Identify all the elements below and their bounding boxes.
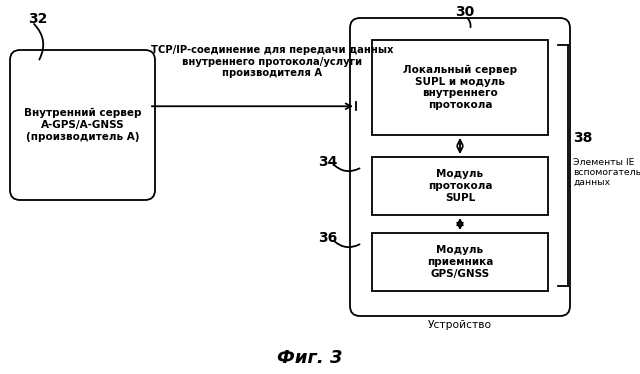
- FancyBboxPatch shape: [372, 40, 548, 135]
- Text: 30: 30: [455, 5, 474, 19]
- Text: Локальный сервер
SUPL и модуль
внутреннего
протокола: Локальный сервер SUPL и модуль внутренне…: [403, 65, 517, 110]
- Text: Модуль
протокола
SUPL: Модуль протокола SUPL: [428, 169, 492, 203]
- FancyBboxPatch shape: [372, 233, 548, 291]
- FancyBboxPatch shape: [372, 157, 548, 215]
- Text: Устройство: Устройство: [428, 320, 492, 330]
- Text: TCP/IP-соединение для передачи данных
внутреннего протокола/услуги
производителя: TCP/IP-соединение для передачи данных вн…: [151, 45, 394, 78]
- Text: Элементы IE
вспомогательных
данных: Элементы IE вспомогательных данных: [573, 157, 640, 187]
- Text: Модуль
приемника
GPS/GNSS: Модуль приемника GPS/GNSS: [427, 245, 493, 279]
- Text: Фиг. 3: Фиг. 3: [277, 349, 343, 367]
- Text: Внутренний сервер
A-GPS/A-GNSS
(производитель А): Внутренний сервер A-GPS/A-GNSS (производ…: [24, 108, 141, 142]
- Text: 34: 34: [318, 155, 337, 169]
- Text: 32: 32: [28, 12, 47, 26]
- FancyBboxPatch shape: [350, 18, 570, 316]
- Text: 36: 36: [318, 231, 337, 245]
- Text: 38: 38: [573, 131, 593, 144]
- FancyBboxPatch shape: [10, 50, 155, 200]
